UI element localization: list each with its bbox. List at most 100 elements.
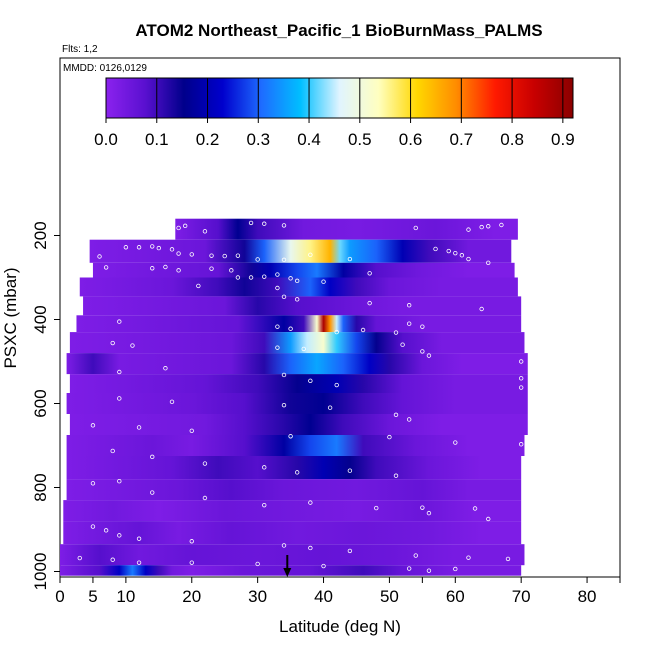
sample-point bbox=[453, 440, 458, 445]
sample-point bbox=[308, 252, 313, 258]
sample-point bbox=[235, 253, 241, 258]
sample-point bbox=[321, 563, 326, 569]
heatmap-cell bbox=[69, 374, 528, 393]
sample-point bbox=[479, 306, 484, 312]
sample-point bbox=[163, 264, 168, 270]
sample-point bbox=[196, 283, 201, 289]
x-tick-label: 10 bbox=[116, 587, 135, 606]
heatmap-cell bbox=[66, 353, 528, 375]
heatmap-row bbox=[69, 332, 525, 354]
sample-point bbox=[308, 545, 313, 551]
y-tick-label: 800 bbox=[31, 473, 50, 501]
x-tick-label: 70 bbox=[512, 587, 531, 606]
heatmap-cell bbox=[66, 479, 522, 501]
sample-point bbox=[281, 372, 287, 378]
colorbar-gradient bbox=[105, 77, 574, 119]
sample-point bbox=[420, 324, 425, 329]
sample-point bbox=[110, 340, 115, 346]
sample-point bbox=[169, 399, 175, 405]
sample-point bbox=[466, 555, 471, 560]
sample-point bbox=[163, 366, 168, 371]
sample-point bbox=[288, 434, 293, 439]
sample-point bbox=[334, 382, 339, 388]
sample-point bbox=[189, 560, 194, 565]
sample-point bbox=[426, 510, 432, 516]
sample-point bbox=[117, 369, 122, 375]
sample-point bbox=[275, 272, 280, 277]
sample-point bbox=[150, 266, 155, 271]
sample-point bbox=[426, 568, 432, 573]
sample-point bbox=[117, 396, 122, 401]
date-label: MMDD: 0126,0129 bbox=[63, 63, 147, 74]
colorbar-tick-label: 0.4 bbox=[297, 130, 321, 149]
heatmap-row bbox=[66, 393, 528, 414]
sample-point bbox=[202, 495, 208, 501]
sample-point bbox=[229, 268, 234, 273]
sample-point bbox=[327, 405, 333, 410]
sample-point bbox=[413, 553, 418, 558]
sample-point bbox=[90, 481, 96, 486]
heatmap-cell bbox=[76, 315, 522, 333]
sample-point bbox=[294, 297, 300, 302]
sample-point bbox=[459, 253, 465, 258]
sample-point bbox=[281, 223, 287, 228]
sample-point bbox=[301, 346, 306, 352]
plot-frame bbox=[59, 57, 621, 578]
sample-point bbox=[123, 245, 129, 250]
sample-point bbox=[255, 561, 260, 567]
heatmap-cell bbox=[79, 277, 518, 297]
sample-point bbox=[77, 555, 82, 561]
arrow-head bbox=[283, 568, 292, 577]
y-tick-label: 200 bbox=[31, 221, 50, 249]
heatmap-row bbox=[89, 239, 512, 263]
sample-point bbox=[275, 345, 280, 350]
heatmap-row bbox=[66, 456, 522, 480]
heatmap-row bbox=[63, 521, 522, 545]
sample-point bbox=[275, 324, 280, 329]
sample-point bbox=[189, 252, 194, 257]
y-tick-label: 400 bbox=[31, 305, 50, 333]
sample-point bbox=[486, 224, 491, 229]
sample-point bbox=[202, 461, 208, 466]
sample-point bbox=[518, 385, 524, 390]
heatmap-row bbox=[66, 353, 528, 375]
heatmap-row bbox=[69, 414, 528, 435]
flights-label: Flts: 1,2 bbox=[62, 44, 98, 55]
x-tick-label: 0 bbox=[55, 587, 64, 606]
colorbar-tick-label: 0.9 bbox=[551, 130, 575, 149]
x-tick-label: 80 bbox=[578, 587, 597, 606]
x-tick-label: 30 bbox=[248, 587, 267, 606]
sample-point bbox=[505, 556, 511, 562]
x-axis-label: Latitude (deg N) bbox=[279, 617, 401, 636]
sample-point bbox=[136, 536, 142, 541]
sample-point bbox=[433, 246, 438, 252]
sample-point bbox=[308, 378, 313, 384]
sample-point bbox=[117, 479, 122, 484]
colorbar-tick-label: 0.8 bbox=[500, 130, 524, 149]
sample-point bbox=[466, 256, 471, 262]
heatmap-cell bbox=[63, 500, 522, 522]
sample-point bbox=[374, 505, 379, 511]
sample-points bbox=[77, 220, 524, 573]
sample-point bbox=[248, 275, 254, 280]
sample-point bbox=[97, 254, 102, 259]
colorbar-tick-label: 0.7 bbox=[450, 130, 474, 149]
colorbar-tick-label: 0.0 bbox=[94, 130, 118, 149]
sample-point bbox=[248, 220, 254, 226]
heatmap-cell bbox=[60, 544, 525, 566]
sample-point bbox=[294, 278, 300, 284]
sample-point bbox=[150, 244, 155, 249]
sample-point bbox=[130, 343, 135, 348]
y-tick-label: 1000 bbox=[31, 553, 50, 591]
sample-point bbox=[288, 276, 293, 281]
sample-point bbox=[453, 250, 458, 256]
sample-point bbox=[150, 490, 155, 495]
sample-point bbox=[281, 257, 287, 263]
sample-point bbox=[176, 251, 181, 256]
heatmap-row bbox=[69, 374, 528, 393]
sample-point bbox=[426, 353, 432, 358]
heatmap bbox=[60, 218, 528, 576]
heatmap-cell bbox=[69, 332, 525, 354]
sample-point bbox=[321, 279, 326, 284]
x-axis: 0 5 10 20 30 40 50 60 70 80 bbox=[55, 577, 621, 606]
